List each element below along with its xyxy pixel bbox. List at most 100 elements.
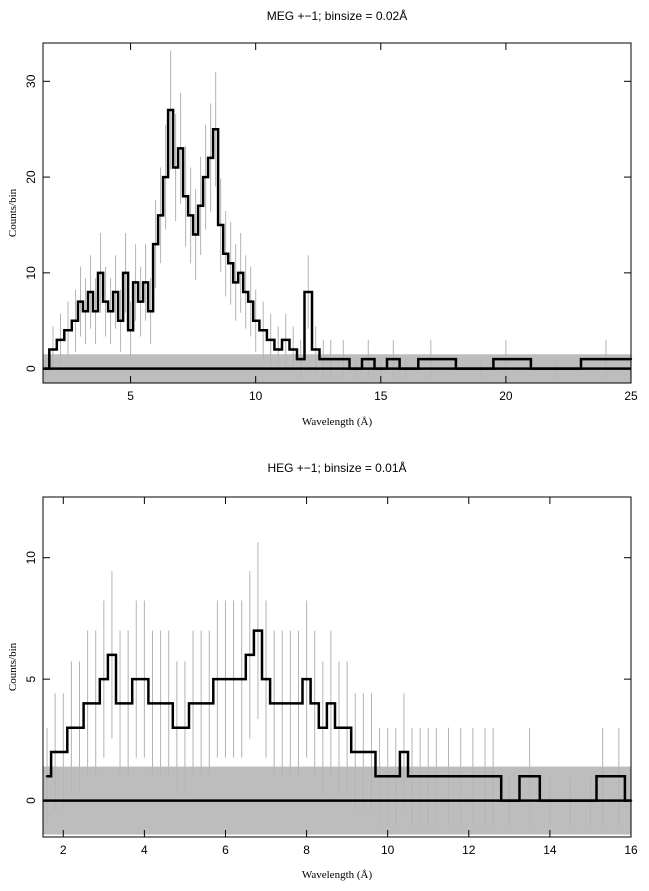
heg-data-point	[264, 677, 268, 681]
heg-data-point	[427, 775, 430, 778]
heg-data-point	[491, 775, 495, 778]
meg-data-point	[209, 156, 212, 160]
heg-data-point	[151, 702, 154, 705]
meg-y-ticks: 0 10 20 30	[24, 74, 631, 372]
heg-data-point	[272, 702, 276, 705]
meg-data-point	[239, 271, 242, 275]
heg-data-point	[589, 799, 592, 802]
heg-x-ticks: 2 4 6 8 10 12 14 16	[60, 497, 638, 857]
meg-data-point	[429, 357, 433, 361]
heg-data-point	[394, 775, 397, 778]
meg-data-point	[204, 175, 207, 179]
heg-data-point	[459, 775, 462, 778]
heg-data-point	[224, 677, 227, 681]
meg-x-tick-label: 10	[249, 389, 263, 403]
meg-data-point	[134, 281, 137, 284]
meg-data-point	[189, 214, 192, 217]
meg-x-axis-label: Wavelength (Å)	[302, 416, 373, 428]
heg-x-tick-label: 10	[381, 843, 395, 857]
heg-x-tick-label: 16	[624, 843, 638, 857]
meg-data-point	[261, 329, 265, 332]
meg-data-point	[342, 357, 345, 361]
meg-data-point	[169, 108, 172, 112]
heg-data-point	[135, 677, 138, 681]
heg-data-point	[232, 677, 235, 681]
meg-data-point	[159, 214, 162, 217]
heg-data-point	[94, 702, 97, 705]
heg-data-point	[321, 726, 325, 729]
heg-data-point	[126, 702, 130, 705]
heg-x-tick-label: 2	[60, 843, 67, 857]
heg-x-tick-label: 8	[303, 843, 310, 857]
meg-x-tick-label: 20	[499, 389, 513, 403]
meg-data-point	[254, 319, 257, 322]
heg-data-point	[617, 775, 621, 778]
heg-panel: HEG +−1; binsize = 0.01Å 2 4 6 8 10 12 14 16 0 5…	[7, 460, 638, 881]
meg-data-point	[284, 338, 287, 342]
heg-data-point	[110, 653, 114, 657]
meg-data-point	[322, 357, 325, 361]
meg-data-point	[504, 357, 508, 361]
meg-data-point	[379, 367, 382, 370]
heg-data-point	[183, 726, 187, 729]
meg-data-point	[144, 281, 147, 284]
heg-data-point	[167, 702, 170, 705]
meg-data-point	[277, 348, 280, 351]
heg-data-point	[159, 702, 162, 705]
heg-data-point	[528, 775, 531, 778]
heg-data-point	[256, 629, 260, 632]
heg-data-point	[78, 726, 81, 729]
heg-data-point	[345, 726, 349, 729]
meg-frame	[42, 42, 632, 384]
meg-data-point	[99, 271, 102, 275]
meg-data-point	[66, 329, 70, 332]
meg-data-point	[129, 329, 132, 332]
meg-y-tick-label: 30	[24, 74, 38, 88]
meg-counts-histogram	[45, 108, 631, 370]
meg-data-point	[229, 262, 232, 265]
heg-data-point	[297, 702, 300, 705]
heg-data-point	[483, 775, 487, 778]
meg-data-point	[307, 290, 310, 294]
meg-data-point	[184, 195, 187, 198]
heg-data-point	[370, 750, 373, 754]
heg-x-tick-label: 6	[222, 843, 229, 857]
heg-plot-area	[43, 542, 633, 835]
meg-data-point	[154, 242, 157, 246]
meg-plot-area	[43, 50, 633, 383]
heg-data-point	[281, 702, 284, 705]
meg-data-point	[292, 348, 295, 351]
heg-y-tick-label: 5	[24, 675, 38, 682]
meg-data-point	[139, 300, 142, 303]
meg-data-point	[109, 309, 112, 313]
meg-title: MEG +−1; binsize = 0.02Å	[267, 8, 407, 23]
heg-data-point	[118, 702, 122, 705]
heg-data-point	[45, 775, 49, 778]
heg-data-point	[70, 726, 73, 729]
meg-data-point	[199, 204, 202, 208]
meg-data-point	[269, 338, 272, 342]
meg-data-point	[79, 300, 82, 303]
heg-data-point	[508, 799, 511, 802]
meg-panel: MEG +−1; binsize = 0.02Å 5 10 15 20 25 0 10 20…	[7, 8, 638, 428]
heg-data-point	[143, 677, 146, 681]
heg-data-point	[199, 702, 203, 705]
heg-x-axis-label: Wavelength (Å)	[302, 869, 373, 881]
meg-y-tick-label: 10	[24, 266, 38, 280]
meg-data-point	[329, 357, 332, 361]
meg-x-ticks: 5 10 15 20 25	[127, 43, 638, 403]
meg-y-tick-label: 20	[24, 170, 38, 184]
meg-data-point	[74, 319, 77, 322]
meg-data-point	[479, 367, 483, 370]
meg-data-point	[104, 300, 107, 303]
meg-data-point	[119, 319, 122, 322]
meg-data-point	[89, 290, 92, 294]
heg-title: HEG +−1; binsize = 0.01Å	[267, 460, 406, 475]
heg-data-point	[329, 702, 333, 705]
meg-data-point	[114, 290, 117, 294]
meg-data-point	[179, 147, 182, 150]
heg-y-axis-label: Counts/bin	[7, 642, 19, 691]
heg-data-point	[305, 677, 308, 681]
meg-data-point	[404, 367, 408, 370]
